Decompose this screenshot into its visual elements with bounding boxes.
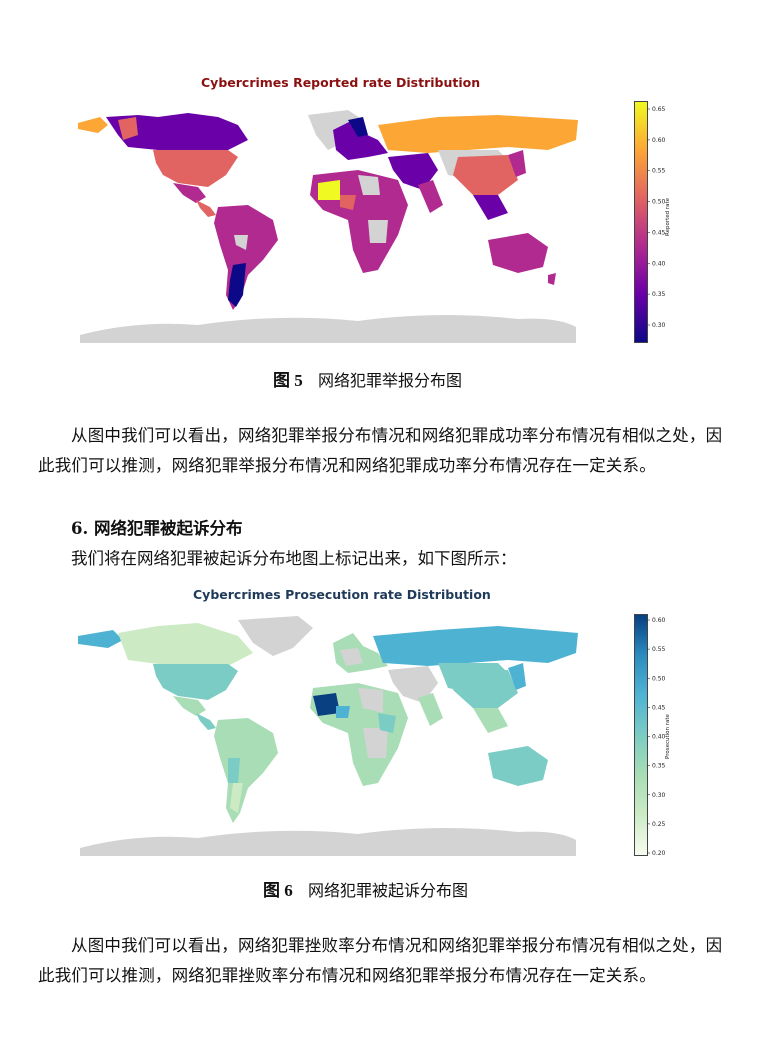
figure6-world-map: [78, 616, 578, 856]
figure5-colorbar: [634, 101, 648, 343]
figure5-colorbar-label: Reported rate: [665, 197, 671, 236]
figure6-caption-number: 图 6: [263, 881, 293, 900]
figure6-colorbar-tick-label: 0.40: [652, 734, 666, 741]
figure6-colorbar-tick-label: 0.50: [652, 675, 666, 682]
figure6-colorbar-tick-label: 0.55: [652, 646, 666, 653]
figure6-colorbar-label: Prosecution rate: [665, 713, 671, 759]
figure6-colorbar-tick-label: 0.45: [652, 704, 666, 711]
figure5-colorbar-tick-label: 0.65: [652, 106, 666, 113]
figure6-colorbar: [634, 614, 648, 856]
figure6-colorbar-tick-label: 0.20: [652, 850, 666, 857]
figure5-colorbar-axis: 0.65 0.60 0.55 0.50 0.45 0.40 0.35 0.30 Reporte…: [647, 106, 671, 329]
paragraph-1: 从图中我们可以看出，网络犯罪举报分布情况和网络犯罪成功率分布情况有相似之处，因此…: [38, 426, 723, 475]
section-6-intro: 我们将在网络犯罪被起诉分布地图上标记出来，如下图所示：: [71, 549, 517, 568]
figure6-colorbar-tick-label: 0.60: [652, 617, 666, 624]
figure5-colorbar-tick-label: 0.60: [652, 137, 666, 144]
figure6-caption-text: 网络犯罪被起诉分布图: [308, 881, 469, 900]
figure5-colorbar-tick-label: 0.50: [652, 199, 666, 206]
figure6-colorbar-axis: 0.60 0.55 0.50 0.45 0.40 0.35 0.30 0.25 0.20 Pro…: [647, 617, 671, 857]
figure5-colorbar-tick-label: 0.40: [652, 260, 666, 267]
figure5-colorbar-tick-label: 0.45: [652, 229, 666, 236]
figure5-colorbar-tick-label: 0.30: [652, 322, 666, 329]
paragraph-2: 从图中我们可以看出，网络犯罪挫败率分布情况和网络犯罪举报分布情况有相似之处，因此…: [38, 936, 723, 985]
figure6-caption: 图 6 网络犯罪被起诉分布图: [263, 876, 468, 901]
section-6-heading: 6. 网络犯罪被起诉分布: [71, 519, 243, 538]
figure6-title: Cybercrimes Prosecution rate Distributio…: [193, 587, 491, 602]
figure6-colorbar-tick-label: 0.35: [652, 763, 666, 770]
figure6-colorbar-tick-label: 0.25: [652, 821, 666, 828]
figure5-colorbar-tick-label: 0.35: [652, 291, 666, 298]
figure6-colorbar-tick-label: 0.30: [652, 792, 666, 799]
figure5-title: Cybercrimes Reported rate Distribution: [201, 75, 481, 90]
figure5-caption: 图 5 网络犯罪举报分布图: [273, 366, 462, 391]
figure5-world-map: [78, 110, 578, 343]
figure5-caption-text: 网络犯罪举报分布图: [318, 371, 463, 390]
figure5-caption-number: 图 5: [273, 371, 303, 390]
figure5-colorbar-tick-label: 0.55: [652, 168, 666, 175]
